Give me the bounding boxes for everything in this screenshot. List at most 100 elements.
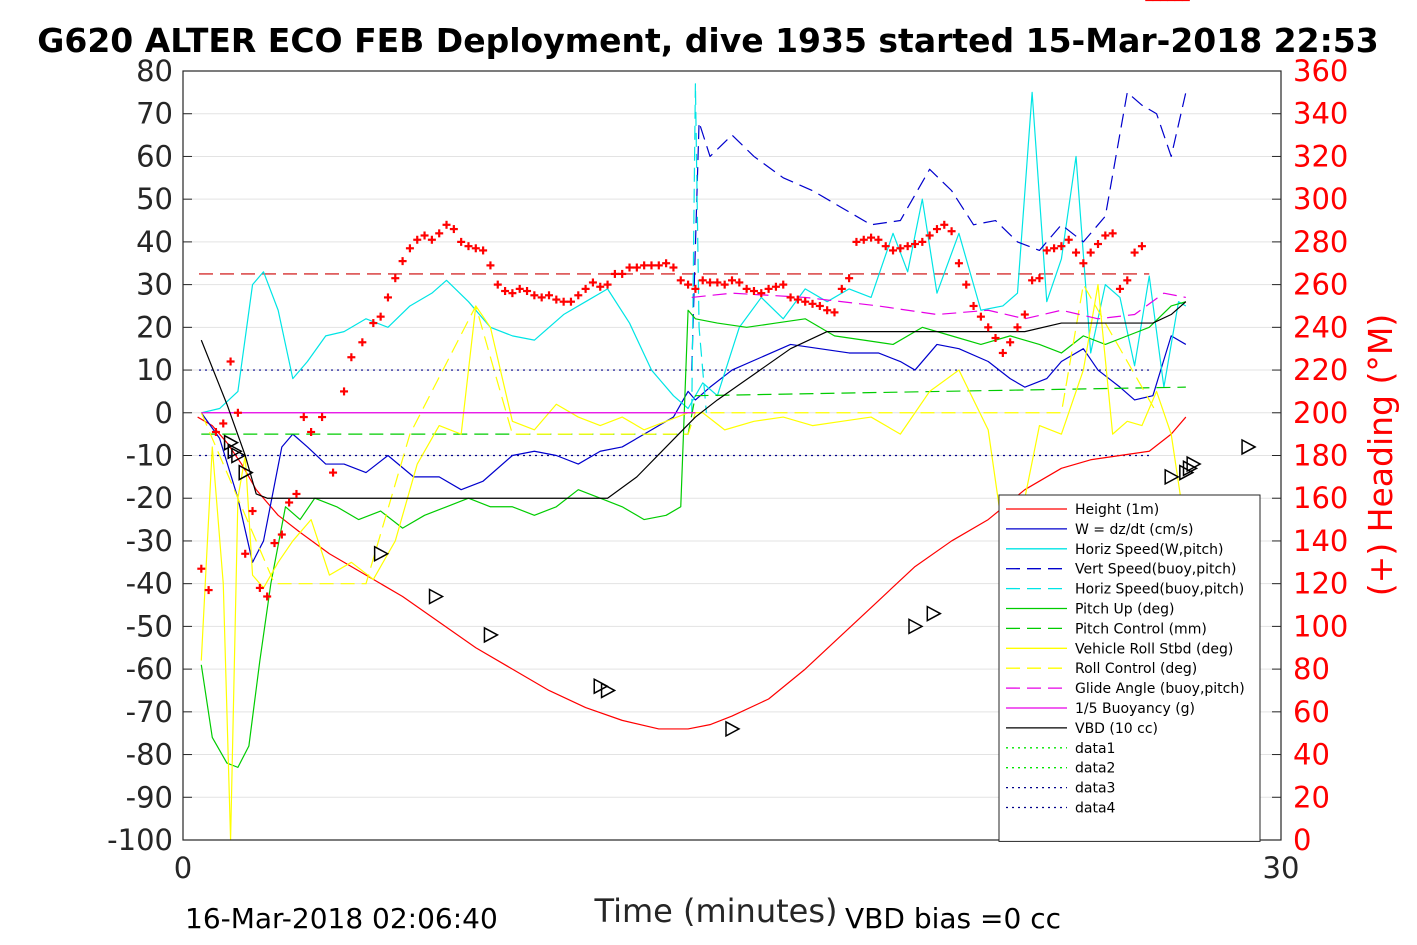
y-right-tick-label: 0	[1293, 823, 1311, 857]
y-tick-label: -50	[126, 609, 173, 643]
y-right-tick-label: 260	[1293, 268, 1348, 302]
triangle-marker	[428, 588, 445, 605]
heading-point	[559, 297, 568, 306]
y-right-tick-label: 200	[1293, 396, 1348, 430]
heading-point	[486, 261, 495, 270]
heading-point	[676, 276, 685, 285]
legend-label: W = dz/dt (cm/s)	[1075, 522, 1194, 538]
heading-point	[596, 282, 605, 291]
heading-point	[442, 220, 451, 229]
heading-point	[457, 237, 466, 246]
heading-point	[764, 284, 773, 293]
triangle-marker	[227, 442, 243, 460]
y-right-tick-label: 240	[1293, 310, 1348, 344]
heading-point	[881, 242, 890, 251]
heading-point	[720, 280, 729, 289]
y-tick-label: 10	[136, 353, 173, 387]
y-tick-label: 50	[136, 182, 173, 216]
legend-label: data1	[1075, 741, 1115, 757]
heading-point	[801, 297, 810, 306]
heading-point	[204, 586, 213, 595]
heading-point	[749, 287, 758, 296]
triangle-marker	[600, 682, 617, 699]
heading-point	[786, 293, 795, 302]
heading-point	[640, 261, 649, 270]
heading-points	[197, 0, 1190, 601]
legend-label: data4	[1075, 801, 1116, 817]
y-right-tick-label: 100	[1293, 609, 1348, 643]
y-tick-label: -20	[126, 481, 173, 515]
legend: Height (1m) W = dz/dt (cm/s) Horiz Speed(W…	[998, 494, 1261, 842]
heading-point	[1020, 310, 1029, 319]
heading-point	[808, 299, 817, 308]
heading-point	[903, 242, 912, 251]
heading-point	[1064, 235, 1073, 244]
heading-point	[471, 244, 480, 253]
heading-point	[998, 348, 1007, 357]
triangle-marker	[373, 545, 390, 563]
y-right-tick-label: 60	[1293, 695, 1330, 729]
heading-point	[1137, 242, 1146, 251]
series-line	[197, 416, 1187, 730]
legend-label: Vert Speed(buoy,pitch)	[1075, 562, 1237, 578]
heading-point	[618, 269, 627, 278]
heading-point	[735, 278, 744, 287]
heading-point	[984, 323, 993, 332]
heading-point	[625, 263, 634, 272]
heading-point	[610, 269, 619, 278]
legend-label: Roll Control (deg)	[1075, 661, 1197, 677]
heading-point	[793, 295, 802, 304]
y-tick-label: 20	[136, 310, 173, 344]
y-right-tick-label: 220	[1293, 353, 1348, 387]
y-right-tick-label: 300	[1293, 182, 1348, 216]
triangle-marker	[483, 626, 500, 644]
heading-point	[508, 289, 517, 298]
y-tick-label: 80	[136, 54, 173, 88]
heading-point	[691, 284, 700, 293]
legend-label: data3	[1075, 781, 1115, 797]
legend-label: 1/5 Buoyancy (g)	[1075, 701, 1195, 717]
heading-point	[588, 278, 597, 287]
heading-point	[413, 235, 422, 244]
heading-point	[603, 280, 612, 289]
heading-point	[1130, 248, 1139, 257]
heading-point	[976, 312, 985, 321]
legend-label: Horiz Speed(buoy,pitch)	[1075, 582, 1244, 598]
heading-point	[1028, 276, 1037, 285]
heading-point	[662, 259, 671, 268]
y-ticks-right: 3603403203002802602402202001801601401201…	[1272, 54, 1348, 857]
heading-point	[889, 246, 898, 255]
heading-point	[991, 334, 1000, 343]
y-right-tick-label: 280	[1293, 225, 1348, 259]
legend-label: Vehicle Roll Stbd (deg)	[1075, 641, 1233, 657]
heading-point	[742, 284, 751, 293]
y-tick-label: -10	[126, 439, 173, 473]
heading-point	[248, 507, 257, 516]
heading-point	[815, 301, 824, 310]
y-tick-label: -30	[126, 524, 173, 558]
heading-point	[211, 428, 220, 437]
series-line	[200, 301, 1187, 768]
heading-point	[969, 301, 978, 310]
heading-point	[947, 227, 956, 236]
legend-label: Pitch Control (mm)	[1075, 621, 1207, 637]
heading-point	[420, 231, 429, 240]
heading-point	[918, 237, 927, 246]
heading-point	[1108, 229, 1117, 238]
heading-point	[1123, 276, 1132, 285]
heading-point	[647, 261, 656, 270]
y-right-tick-label: 320	[1293, 139, 1348, 173]
heading-point	[501, 287, 510, 296]
heading-point	[859, 235, 868, 244]
y-right-tick-label: 40	[1293, 738, 1330, 772]
heading-point	[1115, 284, 1124, 293]
heading-point	[823, 306, 832, 315]
heading-point	[654, 261, 663, 270]
heading-point	[1101, 231, 1110, 240]
heading-point	[1057, 242, 1066, 251]
x-tick-label: 0	[174, 851, 192, 885]
heading-point	[1072, 248, 1081, 257]
heading-point	[427, 235, 436, 244]
y-right-tick-label: 20	[1293, 780, 1330, 814]
heading-point	[263, 592, 272, 601]
